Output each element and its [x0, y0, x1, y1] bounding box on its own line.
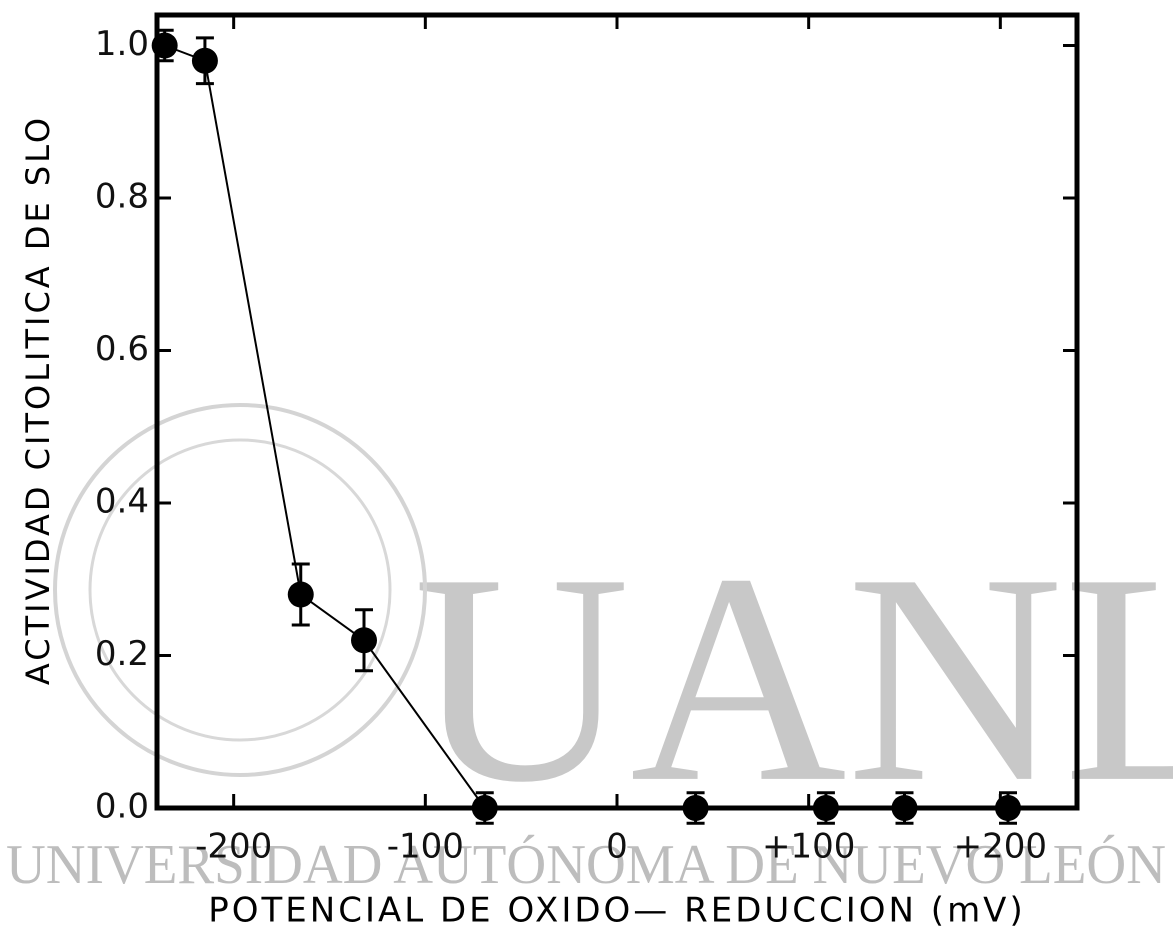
data-point [471, 795, 498, 821]
x-tick-label: -100 [387, 827, 464, 867]
data-point [191, 47, 218, 74]
data-point [351, 627, 377, 654]
x-axis-label: POTENCIAL DE OXIDO— REDUCCION (mV) [208, 891, 1025, 931]
watermark-subtitle: UNIVERSIDAD AUTÓNOMA DE NUEVO LEÓN [6, 833, 1166, 896]
y-tick-label: 0.8 [95, 177, 149, 217]
y-tick-label: 0.4 [95, 482, 149, 522]
watermark-seal [53, 403, 427, 777]
watermark: UANL [413, 512, 1173, 844]
data-point [287, 581, 314, 608]
y-tick-label: 0.2 [95, 634, 149, 674]
x-tick-label: +100 [762, 827, 855, 867]
watermark-seal [88, 438, 392, 742]
x-tick-label: -200 [195, 827, 272, 867]
y-axis-label: ACTIVIDAD CITOLITICA DE SLO [19, 115, 57, 685]
data-point [812, 795, 839, 821]
y-tick-label: 0.6 [95, 329, 149, 369]
data-point [151, 32, 178, 59]
x-tick-label: +200 [954, 827, 1047, 867]
y-tick-label: 1.0 [95, 24, 149, 64]
data-point [891, 795, 918, 821]
x-tick-label: 0 [606, 827, 628, 867]
data-point [682, 795, 709, 821]
y-tick-label: 0.0 [95, 787, 149, 827]
data-point [995, 795, 1021, 821]
